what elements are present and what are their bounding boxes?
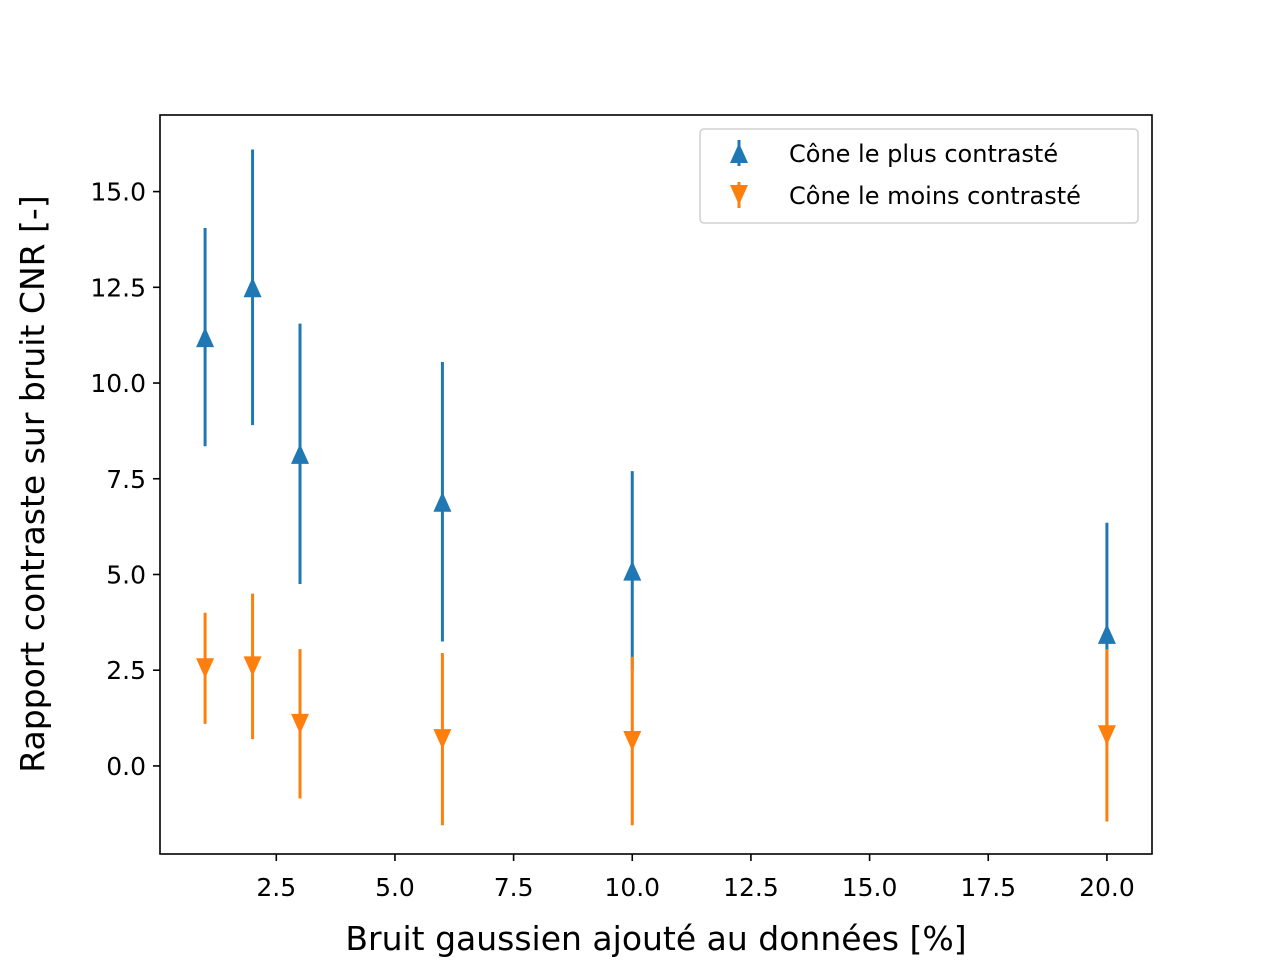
y-tick-label: 0.0 [106, 752, 146, 781]
data-point [196, 327, 215, 348]
series-layer [196, 149, 1116, 826]
y-tick-label: 15.0 [90, 178, 146, 207]
data-point [291, 443, 310, 464]
data-point [243, 277, 262, 298]
x-tick-label: 12.5 [723, 873, 779, 902]
x-tick-label: 2.5 [256, 873, 296, 902]
x-tick-label: 20.0 [1079, 873, 1135, 902]
legend-marker-series-1 [730, 140, 748, 166]
y-axis: 0.0 2.5 5.0 7.5 10.0 12.5 15.0 [90, 178, 160, 781]
legend-marker-series-2 [730, 182, 748, 208]
data-point [196, 658, 215, 679]
data-point [433, 491, 452, 512]
legend-marker-triangle [730, 185, 748, 205]
y-tick-label: 10.0 [90, 369, 146, 398]
data-point [433, 729, 452, 750]
legend-box [699, 128, 1139, 224]
data-point [291, 713, 310, 734]
x-axis-title: Bruit gaussien ajouté au données [%] [345, 919, 966, 958]
data-point [1097, 623, 1116, 644]
legend-marker-triangle [730, 143, 748, 163]
y-tick-label: 5.0 [106, 560, 146, 589]
x-tick-label: 15.0 [842, 873, 898, 902]
data-point [623, 731, 642, 752]
x-tick-label: 7.5 [494, 873, 534, 902]
y-tick-label: 12.5 [90, 273, 146, 302]
y-tick-label: 7.5 [106, 465, 146, 494]
plot-area [160, 115, 1152, 854]
legend-label-series-1: Cône le plus contrasté [789, 140, 1058, 168]
data-point [1097, 725, 1116, 746]
legend: Cône le plus contrasté Cône le moins con… [699, 128, 1139, 224]
data-point [243, 656, 262, 677]
y-axis-title: Rapport contraste sur bruit CNR [-] [13, 195, 52, 772]
x-tick-label: 17.5 [960, 873, 1016, 902]
legend-label-series-2: Cône le moins contrasté [789, 182, 1081, 210]
data-point [623, 560, 642, 581]
x-tick-label: 10.0 [604, 873, 660, 902]
y-tick-label: 2.5 [106, 656, 146, 685]
x-axis: 2.5 5.0 7.5 10.0 12.5 15.0 17.5 20.0 [256, 854, 1135, 902]
plot-frame [159, 114, 1153, 855]
series-2 [196, 593, 1116, 826]
x-tick-label: 5.0 [375, 873, 415, 902]
